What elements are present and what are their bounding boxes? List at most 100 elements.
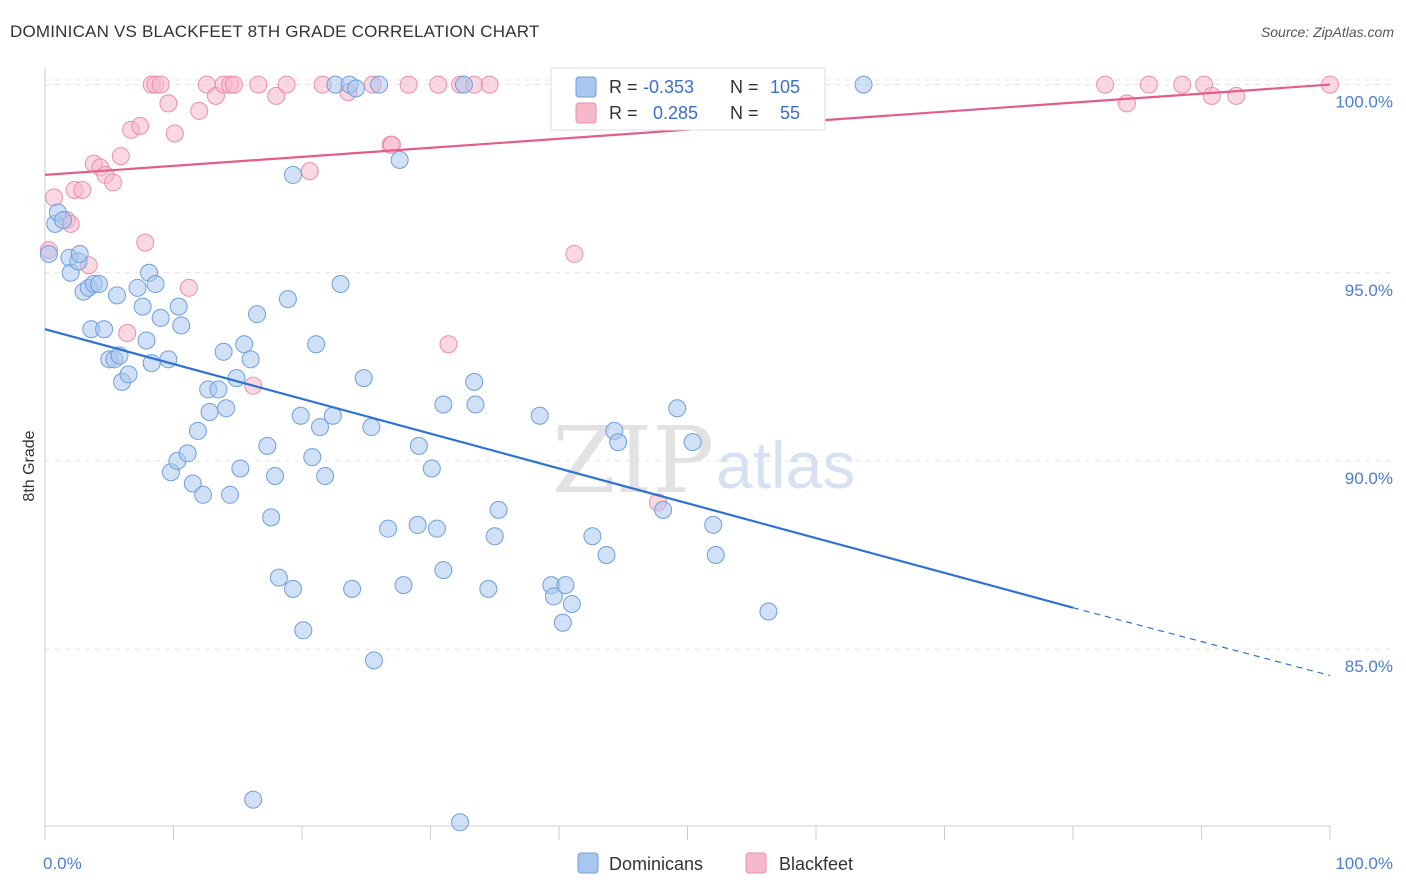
dominican-point xyxy=(200,403,219,422)
blackfeet-point xyxy=(267,86,286,105)
dominican-point xyxy=(291,406,310,425)
blackfeet-point xyxy=(439,335,458,354)
y-tick-label: 85.0% xyxy=(1345,657,1393,676)
dominican-point xyxy=(422,459,441,478)
blackfeet-point xyxy=(179,278,198,297)
blackfeet-r-label: R = xyxy=(609,103,638,123)
dominican-point xyxy=(854,75,873,94)
legend-dominicans-swatch xyxy=(577,852,599,874)
dominican-point xyxy=(169,297,188,316)
blackfeet-point xyxy=(300,162,319,181)
dominican-point xyxy=(316,466,335,485)
blackfeet-point xyxy=(111,147,130,166)
legend-blackfeet-swatch xyxy=(745,852,767,874)
blackfeet-point xyxy=(151,75,170,94)
blackfeet-point xyxy=(565,244,584,263)
dominican-point xyxy=(454,75,473,94)
blackfeet-point xyxy=(44,188,63,207)
blackfeet-point xyxy=(277,75,296,94)
blackfeet-point xyxy=(165,124,184,143)
blackfeet-point xyxy=(399,75,418,94)
series-legend: Dominicans Blackfeet xyxy=(577,852,853,874)
blackfeet-point xyxy=(429,75,448,94)
watermark-atlas: atlas xyxy=(716,428,855,502)
dominican-point xyxy=(188,421,207,440)
blackfeet-point xyxy=(1096,75,1115,94)
dominican-point xyxy=(544,587,563,606)
dominican-point xyxy=(364,651,383,670)
dominican-point xyxy=(466,395,485,414)
dominican-point xyxy=(294,621,313,640)
dominican-point xyxy=(217,399,236,418)
dominican-point xyxy=(241,350,260,369)
dominican-point xyxy=(583,527,602,546)
dominican-trend-line xyxy=(44,328,1074,609)
blackfeet-point xyxy=(104,173,123,192)
blackfeet-point xyxy=(136,233,155,252)
chart-title: DOMINICAN VS BLACKFEET 8TH GRADE CORRELA… xyxy=(10,22,540,41)
dominican-point xyxy=(178,444,197,463)
dominican-point xyxy=(209,380,228,399)
y-axis-title: 8th Grade xyxy=(21,430,38,501)
dominican-point xyxy=(370,75,389,94)
dominican-point xyxy=(310,418,329,437)
dominican-point xyxy=(248,305,267,324)
dominican-point xyxy=(269,568,288,587)
dominican-point xyxy=(128,278,147,297)
dominican-point xyxy=(307,335,326,354)
source-credit: Source: ZipAtlas.com xyxy=(1260,24,1394,40)
dominican-point xyxy=(258,436,277,455)
watermark-zip: ZIP xyxy=(552,407,714,514)
blackfeet-swatch xyxy=(575,102,597,124)
blackfeet-r-value: 0.285 xyxy=(653,103,698,123)
dominican-point xyxy=(137,331,156,350)
dominican-point xyxy=(362,418,381,437)
dominican-point xyxy=(346,79,365,98)
y-tick-label: 100.0% xyxy=(1335,93,1393,112)
dominican-point xyxy=(479,579,498,598)
dominican-point xyxy=(427,519,446,538)
dominican-point xyxy=(434,561,453,580)
dominican-point xyxy=(262,508,281,527)
dominican-point xyxy=(133,297,152,316)
legend-dominicans-label: Dominicans xyxy=(609,854,703,874)
blackfeet-point xyxy=(118,323,137,342)
blackfeet-point xyxy=(224,75,243,94)
y-tick-label: 90.0% xyxy=(1345,469,1393,488)
blackfeet-point xyxy=(73,180,92,199)
dominican-point xyxy=(434,395,453,414)
dominican-point xyxy=(227,369,246,388)
dominican-point xyxy=(39,244,58,263)
dominican-point xyxy=(119,365,138,384)
blackfeet-point xyxy=(159,94,178,113)
blackfeet-point xyxy=(382,135,401,154)
dominican-point xyxy=(379,519,398,538)
dominican-point xyxy=(668,399,687,418)
dominican-point xyxy=(390,150,409,169)
dominican-point xyxy=(609,433,628,452)
x-tick-label: 100.0% xyxy=(1335,854,1393,873)
dominican-point xyxy=(235,335,254,354)
dominican-point xyxy=(408,515,427,534)
dominican-point xyxy=(343,579,362,598)
dominican-point xyxy=(530,406,549,425)
blackfeet-point xyxy=(1202,86,1221,105)
blackfeet-point xyxy=(249,75,268,94)
dominican-point xyxy=(183,474,202,493)
dominican-point xyxy=(107,286,126,305)
dominican-point xyxy=(562,594,581,613)
dominican-point xyxy=(485,527,504,546)
stats-legend: R = -0.353 N = 105 R = 0.285 N = 55 xyxy=(550,67,826,131)
dominican-point xyxy=(706,546,725,565)
y-tick-label: 95.0% xyxy=(1345,281,1393,300)
blackfeet-n-label: N = xyxy=(730,103,759,123)
dominican-point xyxy=(597,546,616,565)
dominican-point xyxy=(331,275,350,294)
dominican-point xyxy=(759,602,778,621)
dominican-point xyxy=(221,485,240,504)
dominican-point xyxy=(146,275,165,294)
axes xyxy=(44,67,1331,840)
dominican-trend-extension xyxy=(1072,607,1331,677)
dominican-point xyxy=(244,790,263,809)
